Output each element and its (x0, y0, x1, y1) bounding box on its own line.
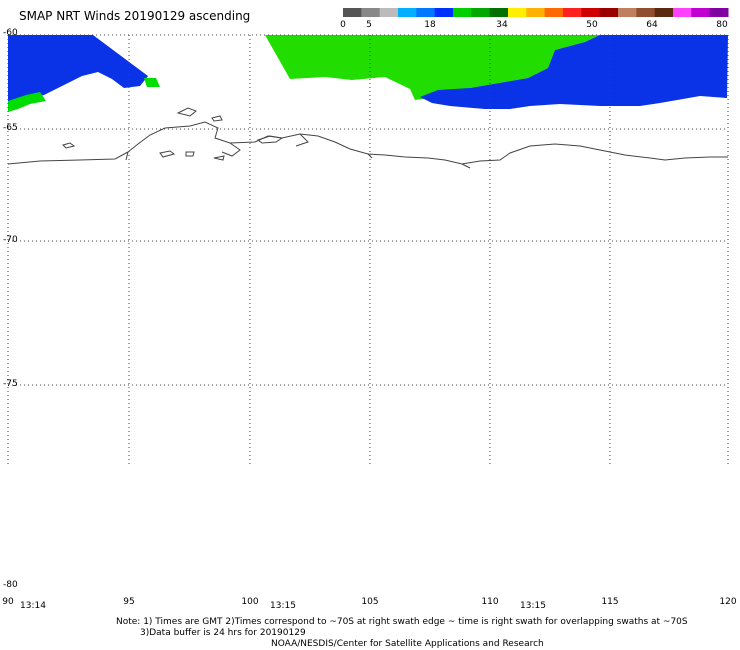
colorbar-segment (599, 8, 619, 17)
island-1 (62, 142, 76, 149)
note-line-2: 3)Data buffer is 24 hrs for 20190129 (140, 628, 306, 638)
colorbar-segment (361, 8, 381, 17)
lat-label: -70 (3, 235, 18, 245)
lon-label: 105 (361, 597, 379, 607)
colorbar-segment (636, 8, 656, 17)
colorbar-segment (471, 8, 491, 17)
colorbar-label: 80 (716, 20, 728, 30)
colorbar-label: 50 (586, 20, 598, 30)
colorbar-segment (618, 8, 637, 17)
colorbar-segment (709, 8, 729, 17)
lat-label: -80 (3, 580, 18, 590)
colorbar-segment (673, 8, 692, 17)
coastline-fringe (125, 133, 471, 169)
lat-label: -60 (3, 28, 18, 38)
swath-time: 13:15 (270, 601, 296, 611)
island-2 (159, 150, 176, 158)
colorbar-segment (508, 8, 527, 17)
lon-label: 90 (2, 597, 14, 607)
lon-label: 120 (719, 597, 737, 607)
swath-right-blue (420, 35, 728, 109)
lon-label: 115 (601, 597, 619, 607)
island-4 (256, 135, 284, 144)
colorbar-segment (544, 8, 564, 17)
graticule (7, 34, 729, 465)
swath-left-blue (8, 35, 148, 108)
island-3 (185, 151, 195, 157)
colorbar-segment (379, 8, 399, 17)
colorbar-label: 5 (366, 20, 372, 30)
colorbar-segment (691, 8, 711, 17)
colorbar-segment (343, 8, 362, 17)
swath-left-green-patch (144, 78, 160, 87)
lon-label: 95 (123, 597, 135, 607)
swath-time: 13:15 (520, 601, 546, 611)
coastline-main (7, 121, 728, 165)
colorbar-segment (398, 8, 417, 17)
wind-swaths (8, 35, 728, 112)
swath-time: 13:14 (20, 601, 46, 611)
colorbar-segment (434, 8, 454, 17)
colorbar-segment (581, 8, 601, 17)
colorbar-segment (654, 8, 674, 17)
colorbar-segment (489, 8, 509, 17)
colorbar-label: 18 (424, 20, 436, 30)
note-line-3: NOAA/NESDIS/Center for Satellite Applica… (271, 639, 544, 649)
colorbar-label: 0 (340, 20, 346, 30)
island-6 (211, 115, 223, 122)
lon-label: 110 (481, 597, 499, 607)
island-7 (213, 155, 225, 161)
lon-label: 100 (241, 597, 259, 607)
swath-left-green (8, 92, 46, 112)
colorbar-label: 64 (646, 20, 658, 30)
map-title: SMAP NRT Winds 20190129 ascending (19, 9, 251, 23)
note-line-1: Note: 1) Times are GMT 2)Times correspon… (116, 617, 688, 627)
colorbar-segment (526, 8, 546, 17)
colorbar-segment (416, 8, 436, 17)
swath-right-green (265, 35, 600, 100)
lat-label: -65 (3, 123, 18, 133)
lat-label: -75 (3, 379, 18, 389)
colorbar-segment (453, 8, 472, 17)
colorbar (343, 8, 729, 17)
island-5 (176, 107, 197, 117)
coastline (7, 107, 728, 169)
colorbar-segment (563, 8, 582, 17)
colorbar-label: 34 (496, 20, 508, 30)
